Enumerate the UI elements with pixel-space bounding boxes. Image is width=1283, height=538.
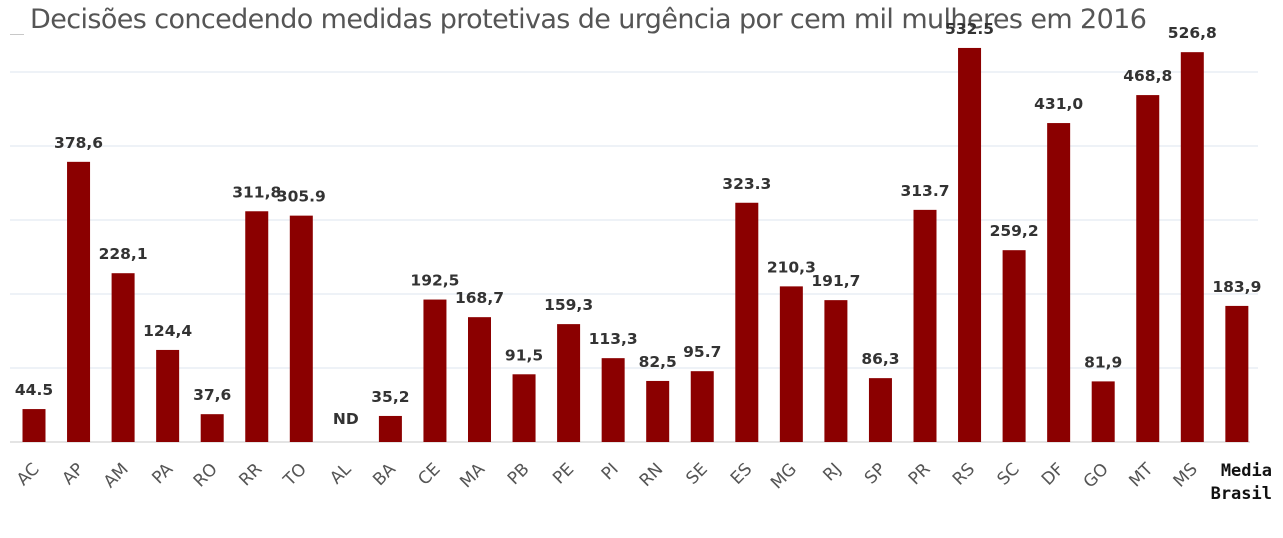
x-tick-label: RJ xyxy=(819,459,845,485)
bars xyxy=(22,47,1249,442)
data-label: 168,7 xyxy=(455,289,504,307)
data-label: 192,5 xyxy=(410,272,459,290)
bar xyxy=(200,414,224,442)
bar xyxy=(67,161,91,442)
bar xyxy=(289,215,313,442)
bar xyxy=(156,349,180,442)
data-label: 431,0 xyxy=(1034,95,1083,113)
data-label: 532.5 xyxy=(945,20,994,38)
x-tick-labels: AC AP AM PA RO RR TO AL BA CE MA PB PE PI RN SE ES MG RJ SP… xyxy=(13,459,1202,493)
data-label: 124,4 xyxy=(143,322,192,340)
x-tick-label: TO xyxy=(279,459,311,491)
media-brasil-line-2: Brasil xyxy=(1210,484,1272,504)
title-dash xyxy=(10,34,24,35)
x-tick-label: BA xyxy=(369,459,400,490)
x-tick-label: AP xyxy=(58,459,88,489)
bar xyxy=(1180,52,1204,442)
x-tick-label: PI xyxy=(598,459,623,484)
bar xyxy=(735,202,759,442)
bar xyxy=(1136,95,1160,442)
bar xyxy=(245,211,269,442)
chart-title: Decisões concedendo medidas protetivas d… xyxy=(30,4,1147,35)
bar xyxy=(468,317,491,442)
data-label: ND xyxy=(333,410,359,428)
x-tick-label: RO xyxy=(190,459,222,491)
data-label: 44.5 xyxy=(15,381,53,399)
bar xyxy=(646,380,670,442)
bar xyxy=(1047,123,1071,442)
data-label: 378,6 xyxy=(54,134,103,152)
data-label: 323.3 xyxy=(722,175,771,193)
x-tick-label: MG xyxy=(767,459,801,493)
bar xyxy=(690,371,714,442)
data-label: 526,8 xyxy=(1168,24,1217,42)
x-tick-label: RN xyxy=(636,459,667,490)
x-tick-label: MS xyxy=(1170,459,1202,491)
bar xyxy=(958,47,982,442)
media-brasil-line-1: Media xyxy=(1220,461,1272,481)
bar xyxy=(913,209,937,442)
x-tick-label: SE xyxy=(682,459,711,488)
x-tick-label: MA xyxy=(456,459,489,492)
data-label: 95.7 xyxy=(683,343,721,361)
bar xyxy=(779,286,803,442)
data-label: 313.7 xyxy=(900,182,949,200)
x-tick-label: PB xyxy=(504,459,534,489)
data-label: 259,2 xyxy=(990,222,1039,240)
bar xyxy=(868,378,892,442)
x-tick-label: PA xyxy=(148,459,177,488)
x-tick-label: SP xyxy=(861,459,890,488)
x-tick-label: GO xyxy=(1080,459,1113,492)
x-tick-label: PR xyxy=(905,459,935,489)
bar xyxy=(1091,381,1115,442)
data-label: 86,3 xyxy=(861,350,899,368)
data-label: 210,3 xyxy=(767,258,816,276)
bar xyxy=(1002,250,1026,442)
x-tick-label: CE xyxy=(414,459,444,489)
x-tick-label: RS xyxy=(949,459,979,489)
data-label: 191,7 xyxy=(811,272,860,290)
bar xyxy=(824,300,848,442)
data-label: 159,3 xyxy=(544,296,593,314)
bar xyxy=(423,299,447,442)
bar xyxy=(512,374,536,442)
bar xyxy=(111,273,135,442)
x-tick-label: DF xyxy=(1038,459,1068,489)
bar xyxy=(557,324,581,442)
x-tick-label: RR xyxy=(235,459,266,490)
data-label: 37,6 xyxy=(193,386,231,404)
media-brasil-label: Media Brasil xyxy=(1211,460,1272,506)
data-label: 311,8 xyxy=(232,183,281,201)
data-label: 228,1 xyxy=(99,245,148,263)
bar xyxy=(1225,305,1249,442)
x-tick-label: ES xyxy=(727,459,756,488)
x-tick-label: MT xyxy=(1125,459,1157,491)
x-tick-label: AL xyxy=(326,459,355,488)
data-label: 113,3 xyxy=(589,330,638,348)
data-label: 91,5 xyxy=(505,346,543,364)
bar xyxy=(22,409,46,442)
x-tick-label: SC xyxy=(993,459,1023,489)
bar xyxy=(601,358,625,442)
data-label: 468,8 xyxy=(1123,67,1172,85)
data-label: 82,5 xyxy=(639,353,677,371)
x-tick-label: AC xyxy=(13,459,44,490)
data-label: 81,9 xyxy=(1084,353,1122,371)
data-label: 305.9 xyxy=(277,188,326,206)
x-tick-label: AM xyxy=(100,459,133,492)
data-label: 183,9 xyxy=(1212,278,1261,296)
data-label: 35,2 xyxy=(371,388,409,406)
bar xyxy=(378,415,402,442)
x-tick-label: PE xyxy=(549,459,578,488)
